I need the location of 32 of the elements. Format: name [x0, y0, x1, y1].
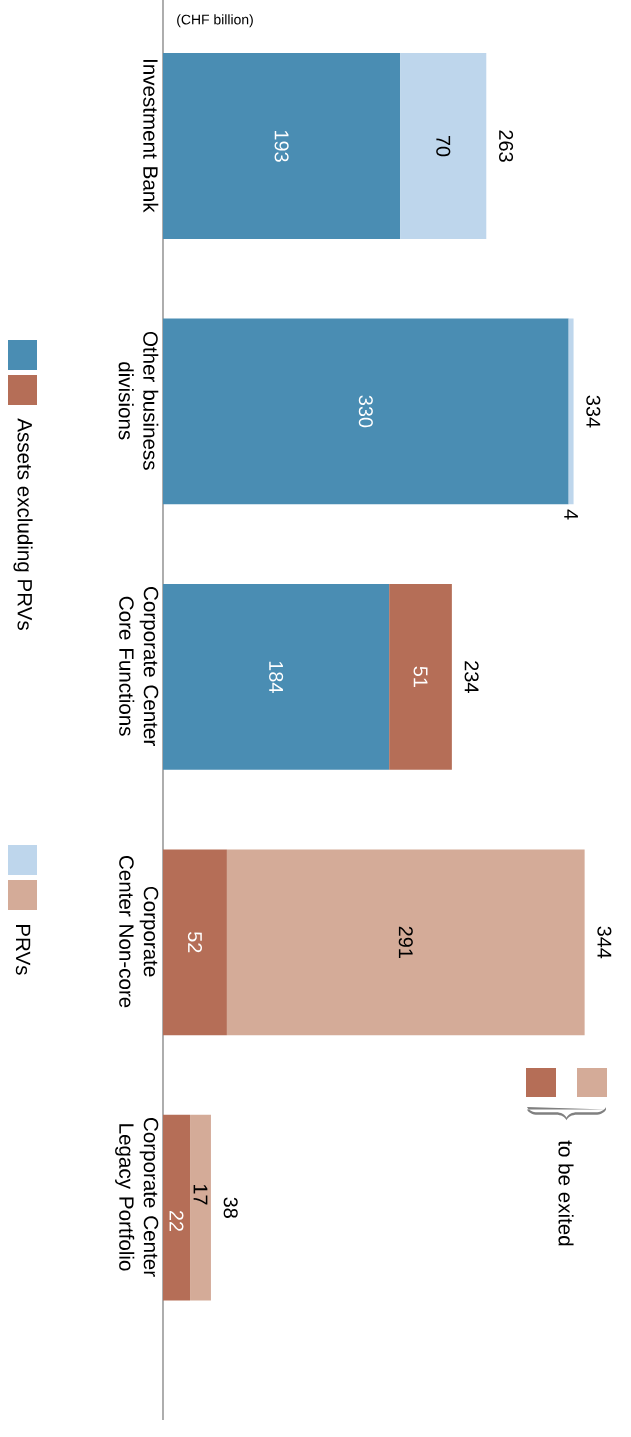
bar — [190, 1114, 211, 1301]
bar — [163, 53, 401, 239]
data-label: 22 — [169, 1210, 184, 1232]
bar — [568, 318, 574, 505]
total-label: 38 — [223, 1197, 238, 1218]
total-label: 263 — [498, 130, 514, 162]
data-label: 52 — [187, 931, 203, 953]
bar — [163, 583, 390, 770]
total-label: 334 — [586, 395, 601, 428]
total-label: 344 — [597, 926, 612, 959]
data-label: 4 — [564, 509, 578, 520]
data-label: 291 — [398, 926, 413, 958]
y-tick-label: Investment Bank — [143, 59, 159, 213]
bar — [163, 318, 569, 505]
legend-label: Assets excluding PRVs — [13, 418, 33, 630]
data-label: 70 — [436, 135, 451, 157]
y-tick-label: Corporate Center Core Functions — [119, 587, 159, 746]
bar — [389, 583, 452, 770]
bar — [226, 849, 585, 1036]
total-label: 234 — [464, 661, 479, 693]
bar — [400, 53, 487, 239]
annotation: (CHF billion) — [177, 14, 253, 28]
data-label: 330 — [358, 395, 373, 428]
y-tick-label: Corporate Center Legacy Portfolio — [115, 1117, 159, 1277]
data-label: 51 — [413, 666, 428, 687]
data-label: 184 — [269, 661, 284, 693]
data-label: 17 — [193, 1184, 208, 1205]
data-label: 193 — [274, 130, 289, 162]
y-tick-label: Corporate Center Non-core — [119, 855, 159, 1008]
legend-label: PRVs — [15, 924, 31, 975]
y-tick-label: Other business divisions — [118, 331, 159, 470]
annotation: to be exited — [558, 1140, 574, 1246]
